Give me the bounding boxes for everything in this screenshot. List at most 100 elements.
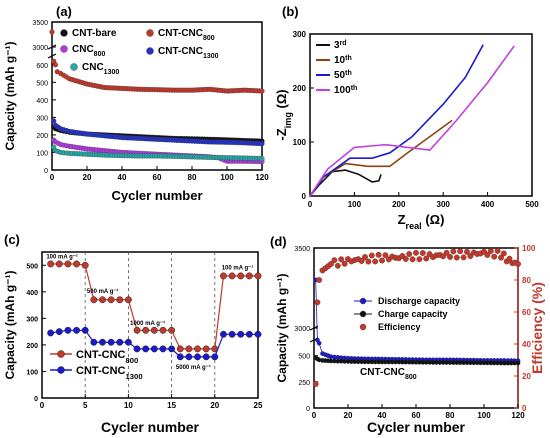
series-cnc1300	[51, 144, 265, 162]
data-point	[365, 258, 372, 265]
data-point	[64, 260, 72, 268]
y-tick-label: 200	[293, 84, 307, 93]
data-point	[259, 141, 265, 147]
x-tick-label: 120	[255, 173, 269, 182]
data-point	[168, 326, 176, 334]
x-tick-label: 0	[50, 173, 55, 182]
panel-a: 0 20 40 60 80 100 120 0 100 200 300 400 500 600 3000 35…	[3, 4, 269, 203]
series-efficiency	[312, 247, 521, 387]
legend: 3rd 10th 50th 100th	[316, 40, 358, 96]
panel-b: 0 100 200 300 400 500 0 100 200 300 3rd 10th 50th 100…	[274, 4, 539, 231]
legend: CNT-bare CNT-CNC800 CNC800 CNT-CNC1300 CNC13…	[60, 28, 219, 76]
x-tick-label: 500	[525, 200, 539, 209]
legend-marker	[146, 29, 154, 37]
data-point	[142, 345, 150, 353]
data-point	[450, 248, 457, 255]
data-point	[254, 272, 262, 280]
label-sup: th	[351, 85, 358, 92]
rate-label: 500 mA g⁻¹	[87, 288, 119, 295]
x-tick-label: 100	[348, 200, 362, 209]
x-axis-label: Cycler number	[101, 419, 200, 435]
y-tick-label: 300	[36, 115, 48, 122]
data-point	[314, 299, 321, 306]
label-sub: 800	[126, 356, 139, 365]
panel-c: 0 5 10 15 20 25 0 100 200 300 400 500 100 mA g⁻¹ 500 …	[3, 232, 263, 435]
x-tick-label: 20	[210, 401, 219, 410]
legend-label: Efficiency	[378, 322, 421, 332]
data-point	[107, 296, 115, 304]
data-point	[406, 251, 413, 257]
data-point	[159, 326, 167, 334]
data-point	[55, 260, 63, 268]
data-point	[515, 261, 521, 267]
y-tick-label: 500	[26, 263, 38, 270]
data-point	[334, 262, 341, 269]
y-tick-label: 100	[293, 138, 307, 147]
series-cnt-cnc1300	[51, 118, 265, 147]
x-tick-label: 0	[40, 401, 45, 410]
y-tick-label: 200	[26, 343, 38, 350]
x-tick-label: 0	[312, 411, 317, 420]
y-axis-label: Capacity (mAh g⁻¹)	[3, 41, 17, 150]
data-point	[245, 272, 253, 280]
data-point	[185, 353, 193, 361]
x-tick-label: 300	[437, 200, 451, 209]
data-point	[491, 253, 498, 260]
y-tick-label: 300	[26, 316, 38, 323]
data-point	[168, 345, 176, 353]
x-tick-label: 5	[83, 401, 88, 410]
legend-label: CNT-bare	[72, 28, 117, 39]
y-tick-label: 250	[298, 380, 310, 387]
data-point	[219, 330, 227, 338]
y2-axis-label: Efficiency (%)	[529, 282, 545, 374]
data-point	[467, 253, 474, 260]
x-tick-label: 60	[153, 173, 162, 182]
series-line	[50, 263, 258, 350]
data-point	[338, 256, 345, 263]
data-point	[51, 118, 57, 124]
y-tick-label: 0	[306, 406, 310, 413]
data-point	[133, 345, 141, 353]
data-point	[413, 249, 419, 256]
y-axis-label: -Zimg (Ω)	[274, 89, 293, 140]
data-point	[99, 338, 106, 346]
series-cnt-cnc1300	[47, 326, 262, 361]
y-tick-label: 400	[26, 290, 38, 297]
y-tick-label: 0	[302, 192, 307, 201]
y-tick-label: 200	[36, 133, 48, 140]
y-tick-label: 0	[34, 396, 38, 403]
x-tick-label: 100	[477, 411, 491, 420]
data-point	[150, 326, 158, 334]
data-point	[328, 261, 334, 267]
data-point	[416, 256, 423, 263]
data-point	[81, 326, 89, 334]
x-tick-label: 80	[188, 173, 197, 182]
x-tick-label: 15	[167, 401, 176, 410]
data-point	[81, 261, 89, 269]
label-sub: 1300	[104, 69, 120, 76]
y2-tick-label: 100	[522, 244, 536, 253]
data-point	[368, 252, 375, 259]
data-point	[202, 345, 210, 353]
data-point	[372, 258, 379, 265]
y-tick-label: 300	[293, 30, 307, 39]
x-tick-label: 80	[446, 411, 455, 420]
x-tick-label: 120	[511, 411, 525, 420]
legend-marker	[57, 366, 65, 374]
data-point	[259, 88, 265, 94]
data-point	[55, 328, 63, 336]
legend-marker	[60, 29, 68, 37]
series-annotation: CNT-CNC800	[360, 367, 417, 381]
data-point	[484, 252, 491, 258]
y-tick-label: 3500	[294, 246, 310, 253]
data-point	[362, 254, 368, 261]
legend-marker	[359, 297, 367, 305]
x-tick-label: 25	[254, 401, 263, 410]
data-point	[99, 296, 106, 304]
y-tick-label: 3000	[294, 326, 310, 333]
x-tick-label: 10	[124, 401, 133, 410]
panel-label: (b)	[282, 4, 299, 19]
series-line-50th	[309, 44, 484, 197]
legend-marker	[60, 45, 68, 53]
